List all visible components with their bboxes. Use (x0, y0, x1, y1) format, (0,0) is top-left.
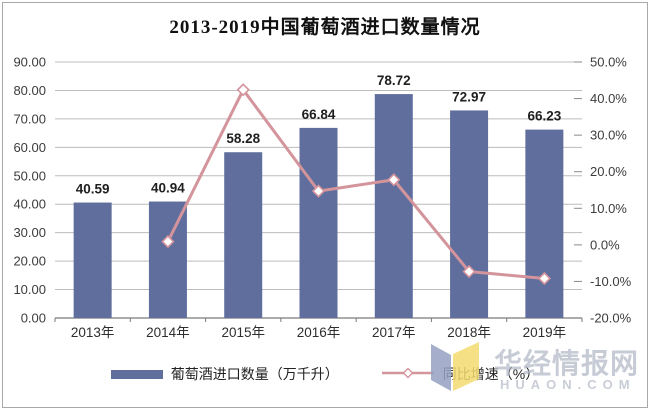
line-marker-icon (387, 173, 401, 187)
legend-item-bar: 葡萄酒进口数量（万千升） (110, 364, 339, 384)
y-axis-label-right: -20.0% (590, 311, 632, 326)
legend-bar-label: 葡萄酒进口数量（万千升） (170, 366, 339, 382)
y-axis-label-left: 20.00 (13, 254, 46, 269)
bar (450, 110, 489, 318)
line-marker-icon (311, 184, 326, 198)
y-axis-label-left: 40.00 (13, 197, 46, 212)
bar (299, 127, 338, 318)
y-axis-label-right: 50.0% (590, 55, 627, 70)
bar (73, 202, 112, 318)
bar-value-label: 40.59 (76, 182, 110, 197)
x-axis-label: 2013年 (71, 325, 115, 340)
line-marker-icon (462, 264, 476, 279)
bar (374, 94, 413, 319)
y-axis-label-left: 0.00 (21, 311, 46, 326)
x-axis-label: 2015年 (221, 325, 265, 340)
legend: 葡萄酒进口数量（万千升） 同比增速（%） (0, 364, 650, 384)
bar (148, 201, 187, 318)
bar (224, 152, 263, 318)
growth-line (166, 88, 545, 280)
bar-value-label: 40.94 (151, 181, 185, 196)
x-axis-label: 2016年 (297, 325, 341, 340)
y-axis-label-right: 0.0% (590, 237, 620, 252)
bar-value-label: 58.28 (226, 131, 260, 146)
line-marker-icon (236, 83, 250, 97)
bar (525, 129, 564, 318)
bar-value-label: 72.97 (452, 89, 486, 104)
y-axis-label-right: 20.0% (590, 164, 627, 179)
y-axis-label-left: 10.00 (13, 282, 46, 297)
legend-item-line: 同比增速（%） (381, 364, 539, 384)
y-axis-label-left: 30.00 (13, 225, 46, 240)
bar-value-label: 78.72 (377, 73, 411, 88)
y-axis-label-left: 50.00 (13, 168, 46, 183)
y-axis-label-left: 90.00 (13, 55, 46, 70)
y-axis-label-left: 80.00 (13, 83, 46, 98)
y-axis-label-right: -10.0% (590, 274, 632, 289)
y-axis-label-left: 60.00 (13, 140, 46, 155)
line-marker-icon (161, 234, 175, 249)
y-axis-label-right: 40.0% (590, 91, 627, 106)
legend-line-label: 同比增速（%） (442, 366, 540, 382)
y-axis-label-left: 70.00 (13, 111, 46, 126)
legend-bar-swatch-icon (110, 369, 163, 379)
x-axis-label: 2014年 (146, 325, 190, 340)
x-axis-label: 2017年 (372, 325, 416, 340)
line-marker-icon (537, 271, 551, 286)
bar-value-label: 66.23 (527, 109, 561, 124)
chart-title: 2013-2019中国葡萄酒进口数量情况 (169, 17, 481, 38)
bar-value-label: 66.84 (302, 107, 336, 122)
x-axis-label: 2019年 (523, 325, 567, 340)
legend-line-swatch-icon (381, 366, 435, 382)
x-axis-label: 2018年 (447, 325, 491, 340)
y-axis-label-right: 10.0% (590, 201, 627, 216)
y-axis-label-right: 30.0% (590, 128, 627, 143)
